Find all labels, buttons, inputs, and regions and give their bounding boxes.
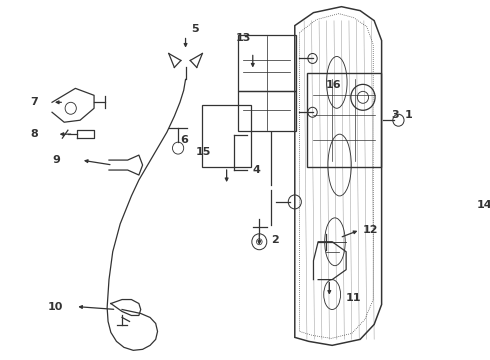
Text: 1: 1 (405, 110, 413, 120)
Text: 10: 10 (48, 302, 63, 311)
Text: 6: 6 (181, 135, 189, 145)
Text: 8: 8 (30, 129, 38, 139)
Text: 9: 9 (52, 155, 60, 165)
Text: 7: 7 (30, 97, 38, 107)
Text: 2: 2 (271, 235, 279, 245)
Text: 13: 13 (236, 32, 251, 42)
Text: 4: 4 (253, 165, 261, 175)
Text: 11: 11 (346, 293, 362, 302)
Text: 5: 5 (191, 24, 199, 33)
Text: 14: 14 (477, 200, 490, 210)
Text: 12: 12 (363, 225, 378, 235)
Text: 16: 16 (325, 80, 341, 90)
Text: 3: 3 (391, 110, 398, 120)
Text: 15: 15 (196, 147, 211, 157)
